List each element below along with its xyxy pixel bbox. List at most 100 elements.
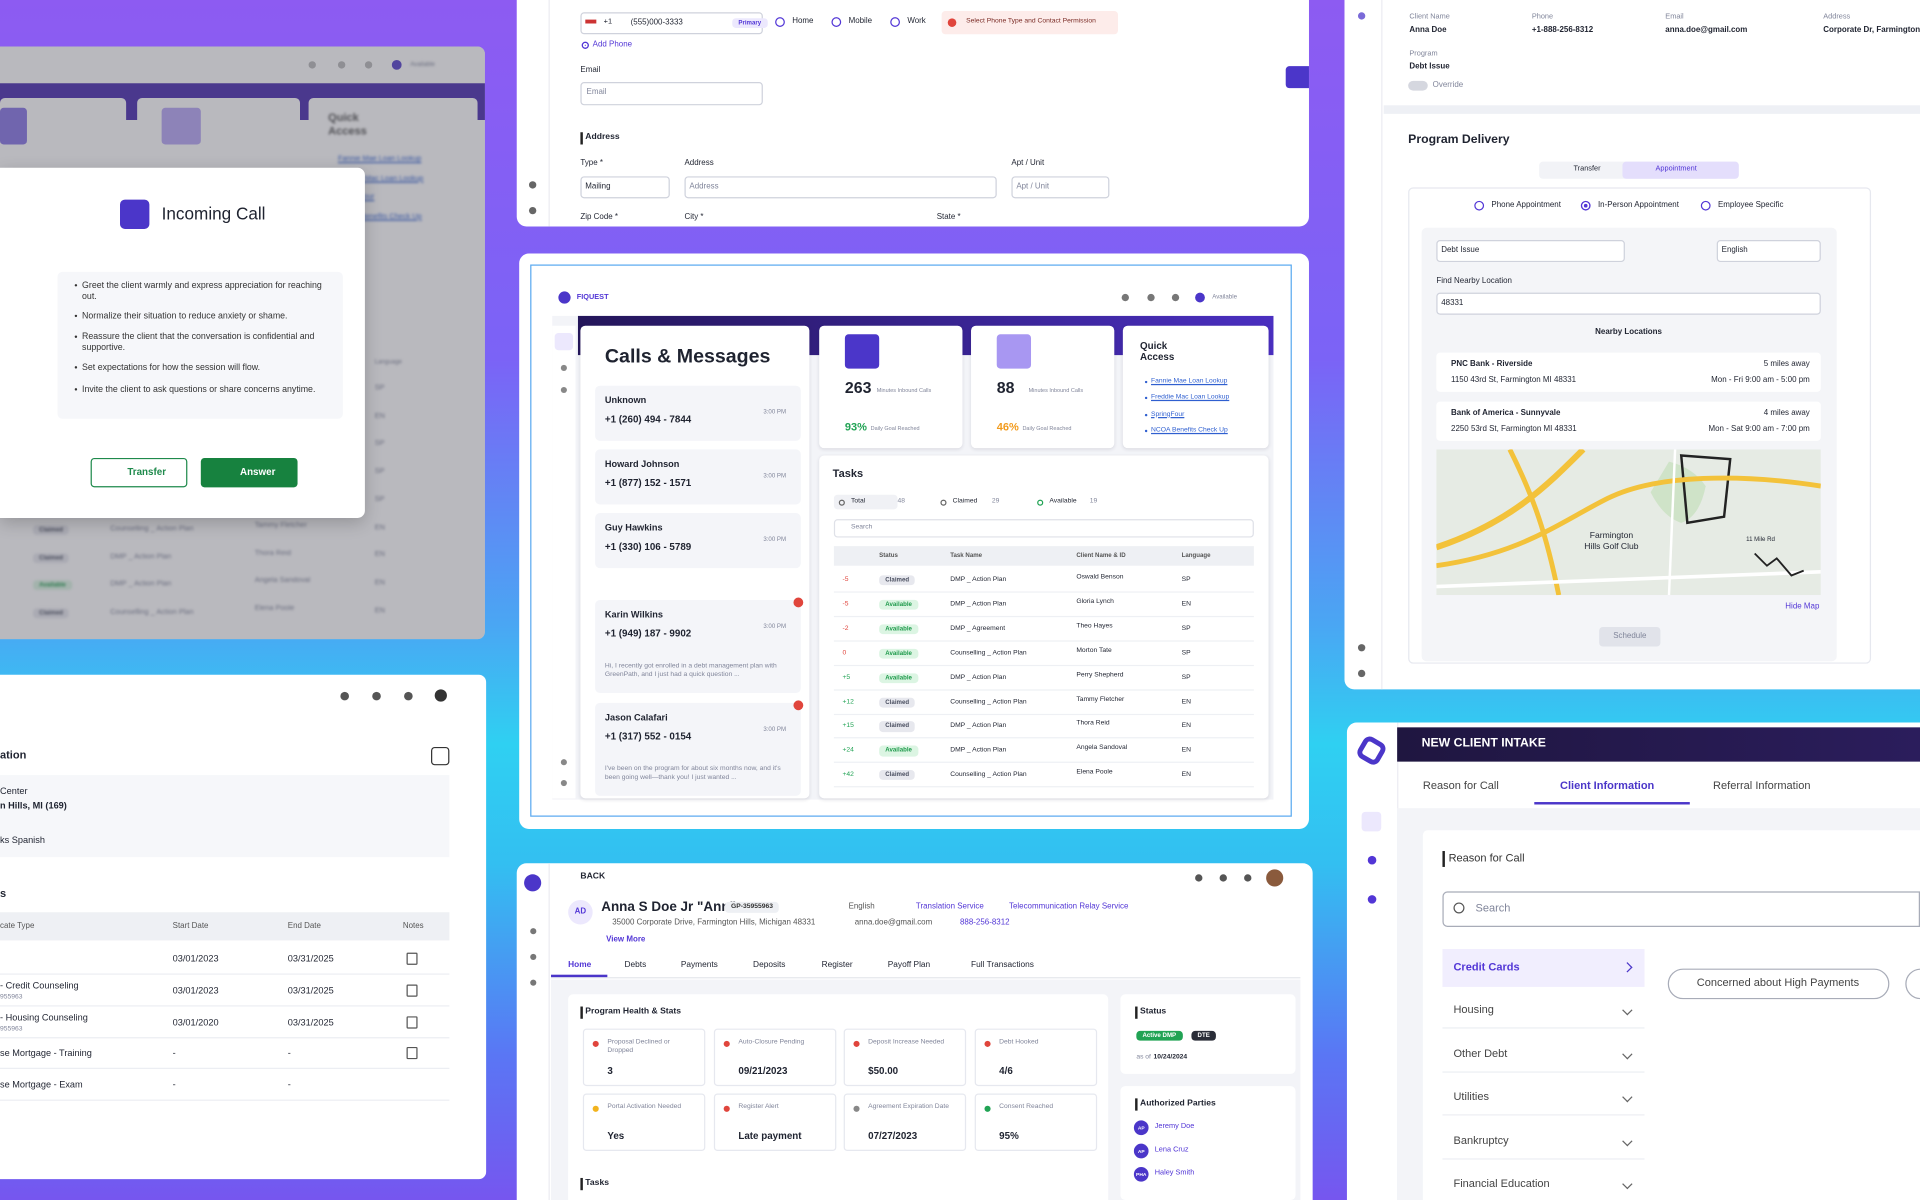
edit-button[interactable]: [431, 746, 450, 766]
zip-input[interactable]: [1436, 292, 1821, 315]
type-select[interactable]: [580, 176, 670, 199]
name[interactable]: Jeremy Doe: [1154, 1123, 1195, 1131]
apt-input[interactable]: [1011, 176, 1110, 199]
filter-radio[interactable]: [1036, 498, 1043, 506]
call-item[interactable]: [595, 449, 801, 505]
categories[interactable]: Financial Education: [1453, 1177, 1550, 1190]
reason-pill[interactable]: Concerned about High Payments: [1696, 976, 1860, 989]
more-button[interactable]: [1285, 66, 1309, 89]
quick-links[interactable]: SpringFour: [1151, 410, 1185, 418]
call-item[interactable]: [595, 702, 801, 796]
add-phone[interactable]: Add Phone: [592, 40, 633, 49]
status[interactable]: Claimed: [879, 697, 916, 708]
tabs[interactable]: Deposits: [753, 960, 786, 970]
schedule-button[interactable]: [1599, 626, 1661, 647]
tabs[interactable]: Home: [568, 960, 592, 970]
categories[interactable]: Other Debt: [1453, 1047, 1508, 1060]
radio[interactable]: [831, 17, 842, 27]
tabs[interactable]: Register: [821, 960, 853, 970]
call-item[interactable]: [595, 385, 801, 441]
active-tab[interactable]: [1622, 161, 1739, 179]
status[interactable]: Claimed: [879, 575, 916, 586]
categories[interactable]: Bankruptcy: [1453, 1133, 1509, 1147]
status[interactable]: Available: [879, 599, 919, 610]
tabs[interactable]: Payoff Plan: [887, 960, 931, 970]
filter-radio[interactable]: [838, 498, 845, 506]
tabs[interactable]: Full Transactions: [971, 960, 1034, 970]
reason-pill[interactable]: [1667, 968, 1890, 1000]
location-card[interactable]: [1436, 352, 1821, 392]
radio[interactable]: [1580, 200, 1591, 211]
translation[interactable]: Translation Service: [915, 902, 984, 911]
search-input[interactable]: [1442, 891, 1920, 927]
search: Search: [1475, 901, 1511, 914]
quick-links[interactable]: NCOA Benefits Check Up: [1151, 426, 1228, 435]
client: Tammy Fletcher: [254, 521, 307, 530]
note-icon[interactable]: [406, 1015, 418, 1029]
status[interactable]: Available: [879, 624, 919, 635]
name[interactable]: Lena Cruz: [1154, 1146, 1189, 1154]
tabs[interactable]: Client Information: [1560, 779, 1655, 792]
location-card[interactable]: [1436, 401, 1821, 441]
bullet: [74, 335, 78, 339]
filter-radio[interactable]: [939, 498, 946, 506]
radio[interactable]: [890, 17, 900, 27]
back[interactable]: BACK: [580, 872, 606, 882]
status[interactable]: Claimed: [879, 770, 916, 781]
stat-card: [819, 325, 963, 449]
categories[interactable]: Housing: [1453, 1003, 1494, 1017]
address-input[interactable]: [684, 176, 997, 199]
nav-active[interactable]: [554, 333, 574, 351]
answer-button[interactable]: [200, 457, 298, 488]
tabs[interactable]: Referral Information: [1713, 779, 1811, 792]
tabs[interactable]: Payments: [680, 960, 718, 970]
icon: [1244, 874, 1252, 882]
toggle[interactable]: [1408, 80, 1428, 91]
status[interactable]: Available: [879, 672, 919, 683]
tabs[interactable]: Reason for Call: [1422, 779, 1499, 792]
filter-active[interactable]: [833, 494, 898, 510]
relay[interactable]: Telecommunication Relay Service: [1008, 902, 1129, 911]
stat-icon: [844, 334, 880, 369]
note-icon[interactable]: [406, 952, 418, 965]
transfer-button[interactable]: [90, 457, 188, 488]
icon: [1357, 12, 1366, 20]
categories[interactable]: Credit Cards: [1453, 960, 1520, 973]
nav-active[interactable]: [1361, 811, 1382, 832]
quick-links[interactable]: Freddie Mac Loan Lookup: [1151, 394, 1230, 402]
schedule[interactable]: Schedule: [1613, 631, 1647, 641]
hide-map[interactable]: Hide Map: [1785, 602, 1820, 611]
note-icon[interactable]: [406, 984, 418, 997]
quick-links[interactable]: Fannie Mae Loan Lookup: [1151, 377, 1228, 386]
location-city: n Hills, MI (169): [0, 799, 67, 811]
tabs[interactable]: Debts: [624, 960, 647, 970]
program-select: Debt Issue: [1441, 246, 1480, 255]
add-icon[interactable]: [581, 41, 589, 49]
status[interactable]: Available: [879, 745, 919, 757]
phone-types: Work: [907, 17, 926, 26]
search: Search: [851, 523, 873, 531]
status[interactable]: Claimed: [879, 721, 916, 732]
nav-icon: [560, 779, 567, 786]
name[interactable]: Haley Smith: [1154, 1169, 1195, 1178]
status[interactable]: Available: [879, 648, 919, 659]
task: DMP _ Action Plan: [950, 576, 1007, 584]
radio[interactable]: [1474, 200, 1485, 211]
call-item[interactable]: [595, 513, 801, 569]
categories[interactable]: Utilities: [1453, 1090, 1489, 1103]
program-select[interactable]: [1436, 240, 1625, 263]
name: Bank of America - Sunnyvale: [1451, 408, 1561, 418]
search-input[interactable]: [833, 519, 1254, 538]
note-icon[interactable]: [406, 1047, 418, 1060]
view-more[interactable]: View More: [606, 935, 646, 945]
radio[interactable]: [1700, 200, 1711, 211]
language-select[interactable]: [1716, 240, 1821, 263]
call-item[interactable]: [595, 600, 801, 694]
tabs[interactable]: Transfer: [1573, 165, 1601, 173]
address-heading: Address: [585, 133, 620, 142]
end: -: [287, 1047, 291, 1059]
radio[interactable]: [775, 17, 785, 27]
languages: EN: [374, 412, 385, 420]
tabs[interactable]: Appointment: [1655, 165, 1697, 173]
email-input[interactable]: [580, 82, 763, 106]
